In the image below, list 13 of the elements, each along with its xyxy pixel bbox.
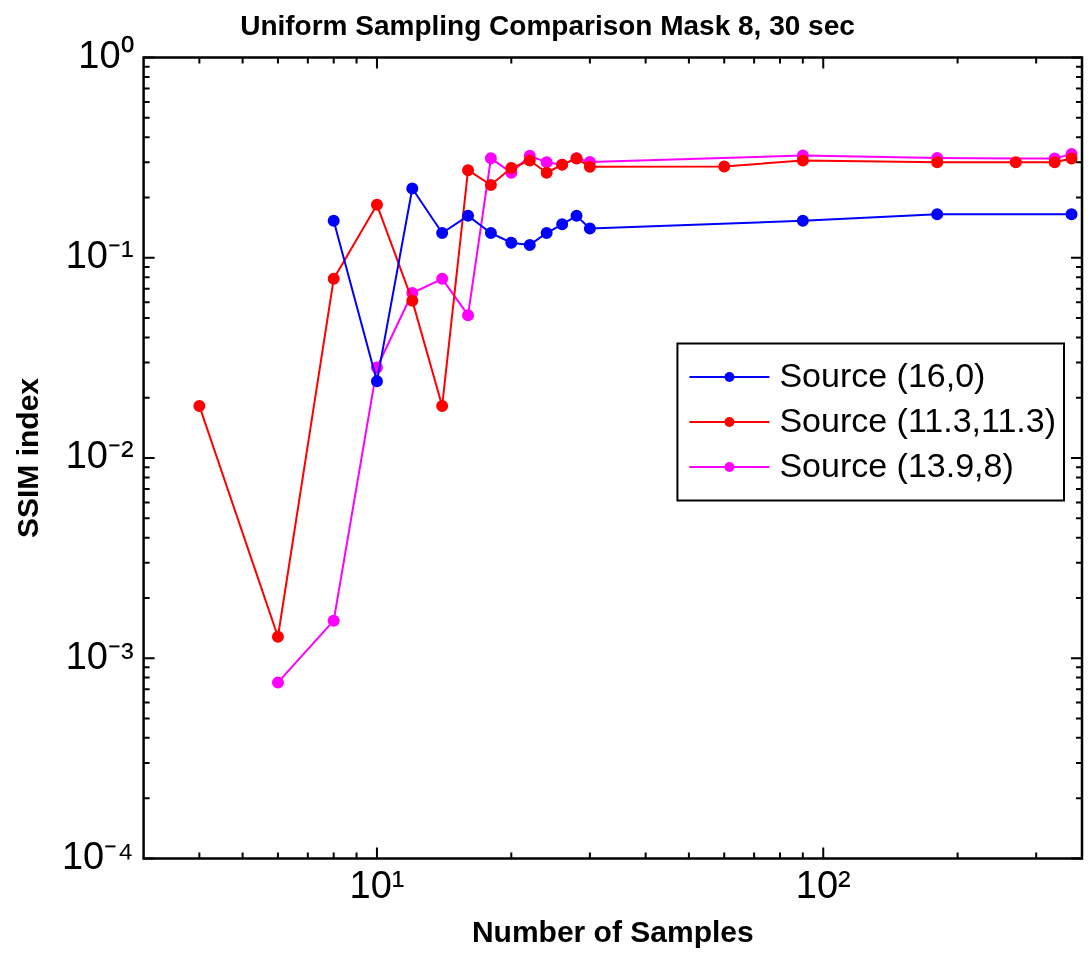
legend-label: Source (13.9,8)	[779, 446, 1014, 485]
y-tick-label: 10⁻¹	[65, 234, 134, 277]
y-axis-title: SSIM index	[11, 377, 45, 539]
y-tick-label: 10⁻²	[65, 434, 134, 477]
legend-label: Source (11.3,11.3)	[779, 401, 1057, 440]
x-tick-label: 10²	[795, 863, 851, 906]
x-axis-title: Number of Samples	[471, 915, 754, 949]
y-tick-label: 10⁻⁴	[61, 834, 134, 877]
chart-title: Uniform Sampling Comparison Mask 8, 30 sec	[240, 9, 855, 41]
legend-label: Source (16,0)	[779, 356, 986, 395]
x-tick-label: 10¹	[349, 863, 405, 906]
y-tick-label: 10⁰	[78, 34, 134, 77]
y-tick-label: 10⁻³	[65, 634, 134, 677]
